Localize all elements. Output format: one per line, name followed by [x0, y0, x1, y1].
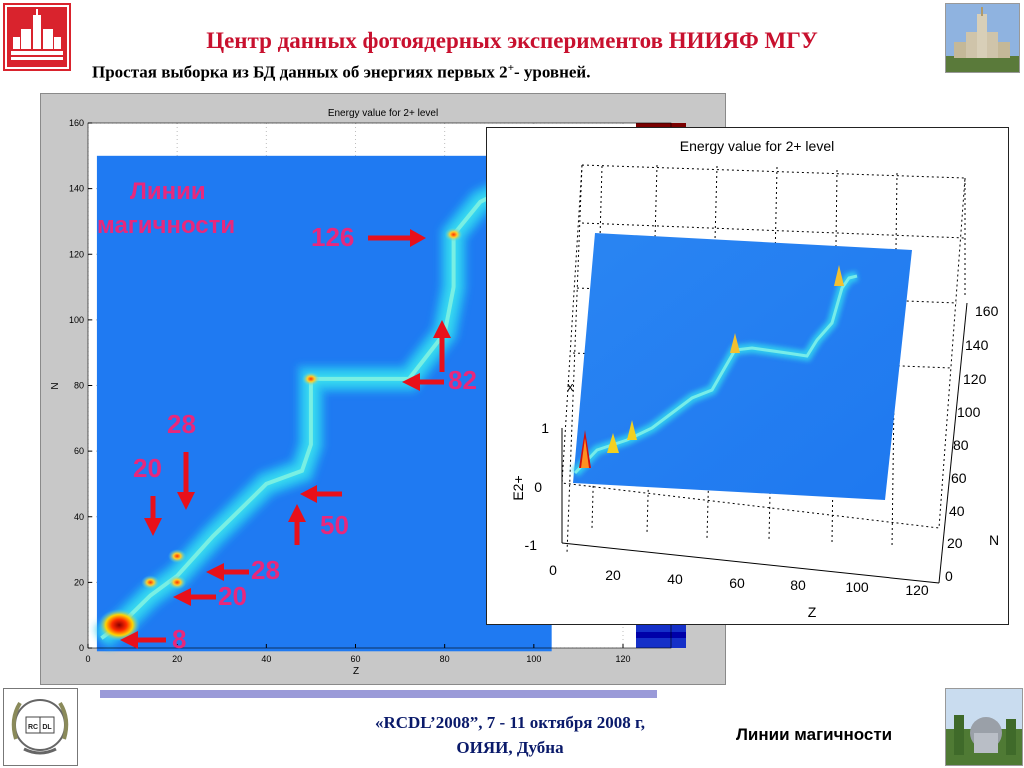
colorbar-bottom-dark	[636, 632, 686, 638]
magic-label-82: 82	[448, 365, 477, 395]
footer-magic-lines-label: Линии магичности	[736, 725, 893, 744]
surface-x-tick-4: 80	[790, 577, 806, 593]
surface-y-tick-7: 140	[965, 337, 989, 353]
subtitle-tail: - уровней.	[513, 62, 591, 82]
magic-lines-label-2: магичности	[97, 212, 236, 239]
heatmap-xlabel: Z	[353, 666, 359, 677]
footer-line-1: «RCDL’2008”, 7 - 11 октября 2008 г,	[374, 713, 646, 732]
surface-title: Energy value for 2+ level	[680, 138, 834, 154]
x-tick-label-4: 80	[440, 654, 450, 664]
y-tick-label-3: 60	[74, 446, 84, 456]
magic-label-20-top: 20	[133, 453, 162, 483]
surface-z-tick-2: 1	[541, 420, 549, 436]
surface-zlabel: E2+	[510, 475, 526, 500]
heatmap-peak-0	[98, 609, 141, 642]
surface-y-tick-0: 0	[945, 568, 953, 584]
colorbar-top	[636, 123, 686, 128]
surface-x-tick-0: 0	[549, 562, 557, 578]
surface-y-tick-3: 60	[951, 470, 967, 486]
msu-building-photo	[945, 3, 1020, 73]
heatmap-peak-2	[168, 575, 187, 590]
x-tick-label-5: 100	[526, 654, 541, 664]
surface-y-tick-1: 20	[947, 535, 963, 551]
y-tick-label-0: 0	[79, 643, 84, 653]
heatmap-title: Energy value for 2+ level	[328, 108, 438, 119]
surface-svg: Energy value for 2+ level	[510, 138, 999, 620]
surface-y-tick-4: 80	[953, 437, 969, 453]
subtitle-main: Простая выборка из БД данных об энергиях…	[92, 62, 508, 82]
y-tick-label-4: 80	[74, 381, 84, 391]
surface-y-tick-5: 100	[957, 404, 981, 420]
rcdl-logo-right-text: DL	[42, 724, 52, 731]
magic-label-28-bottom: 28	[251, 555, 280, 585]
surface-z-tick-0: -1	[525, 537, 538, 553]
surface-axes	[561, 302, 968, 584]
y-tick-label-8: 160	[69, 118, 84, 128]
y-tick-label-6: 120	[69, 249, 84, 259]
rcdl-logo-left-text: RC	[28, 724, 38, 731]
surface-figure: Energy value for 2+ level	[486, 127, 1009, 625]
page-title: Центр данных фотоядерных экспериментов Н…	[206, 28, 818, 53]
surface-ylabel: N	[989, 532, 999, 548]
y-tick-label-7: 140	[69, 184, 84, 194]
footer-divider	[100, 690, 657, 698]
heatmap-peak-4	[301, 371, 321, 386]
surface-y-tick-8: 160	[975, 303, 999, 319]
surface-ridge	[571, 265, 859, 477]
surface-x-tick-3: 60	[729, 575, 745, 591]
magic-label-50: 50	[320, 510, 349, 540]
heatmap-peak-3	[168, 549, 187, 564]
jinr-building-photo	[945, 688, 1023, 766]
rcdl-logo: RC DL	[3, 688, 78, 766]
y-tick-label-5: 100	[69, 315, 84, 325]
magic-label-20-bottom: 20	[218, 581, 247, 611]
surface-plane	[573, 233, 912, 500]
surface-tick-labels: 0 20 40 60 80 100 120 0 20 40 60 80 100 …	[525, 303, 999, 598]
surface-x-tick-5: 100	[845, 579, 869, 595]
x-tick-label-0: 0	[85, 654, 90, 664]
heatmap-peak-5	[444, 227, 463, 242]
heatmap-ylabel: N	[50, 382, 61, 389]
footer-line-2: ОИЯИ, Дубна	[456, 738, 564, 757]
magic-label-126: 126	[311, 222, 355, 252]
surface-x-tick-1: 20	[605, 567, 621, 583]
y-tick-label-2: 40	[74, 512, 84, 522]
magic-label-8: 8	[172, 624, 187, 654]
x-tick-label-2: 40	[261, 654, 271, 664]
page-subtitle: Простая выборка из БД данных об энергиях…	[92, 62, 590, 83]
surface-zlabel-partial: x	[567, 379, 574, 394]
heatmap-peak-1	[141, 575, 160, 590]
x-tick-label-1: 20	[172, 654, 182, 664]
magic-label-28-top: 28	[167, 409, 196, 439]
surface-y-tick-2: 40	[949, 503, 965, 519]
surface-x-tick-6: 120	[905, 582, 929, 598]
surface-z-tick-1: 0	[534, 479, 542, 495]
x-tick-label-3: 60	[350, 654, 360, 664]
subtitle-sup: +	[507, 62, 514, 74]
surface-x-tick-2: 40	[667, 571, 683, 587]
y-tick-label-1: 20	[74, 577, 84, 587]
magic-lines-label-1: Линии	[130, 178, 206, 205]
surface-y-tick-6: 120	[963, 371, 987, 387]
surface-xlabel: Z	[808, 604, 817, 620]
msu-logo	[3, 3, 71, 71]
footer-conference: «RCDL’2008”, 7 - 11 октября 2008 г, ОИЯИ…	[330, 710, 690, 760]
x-tick-label-6: 120	[615, 654, 630, 664]
